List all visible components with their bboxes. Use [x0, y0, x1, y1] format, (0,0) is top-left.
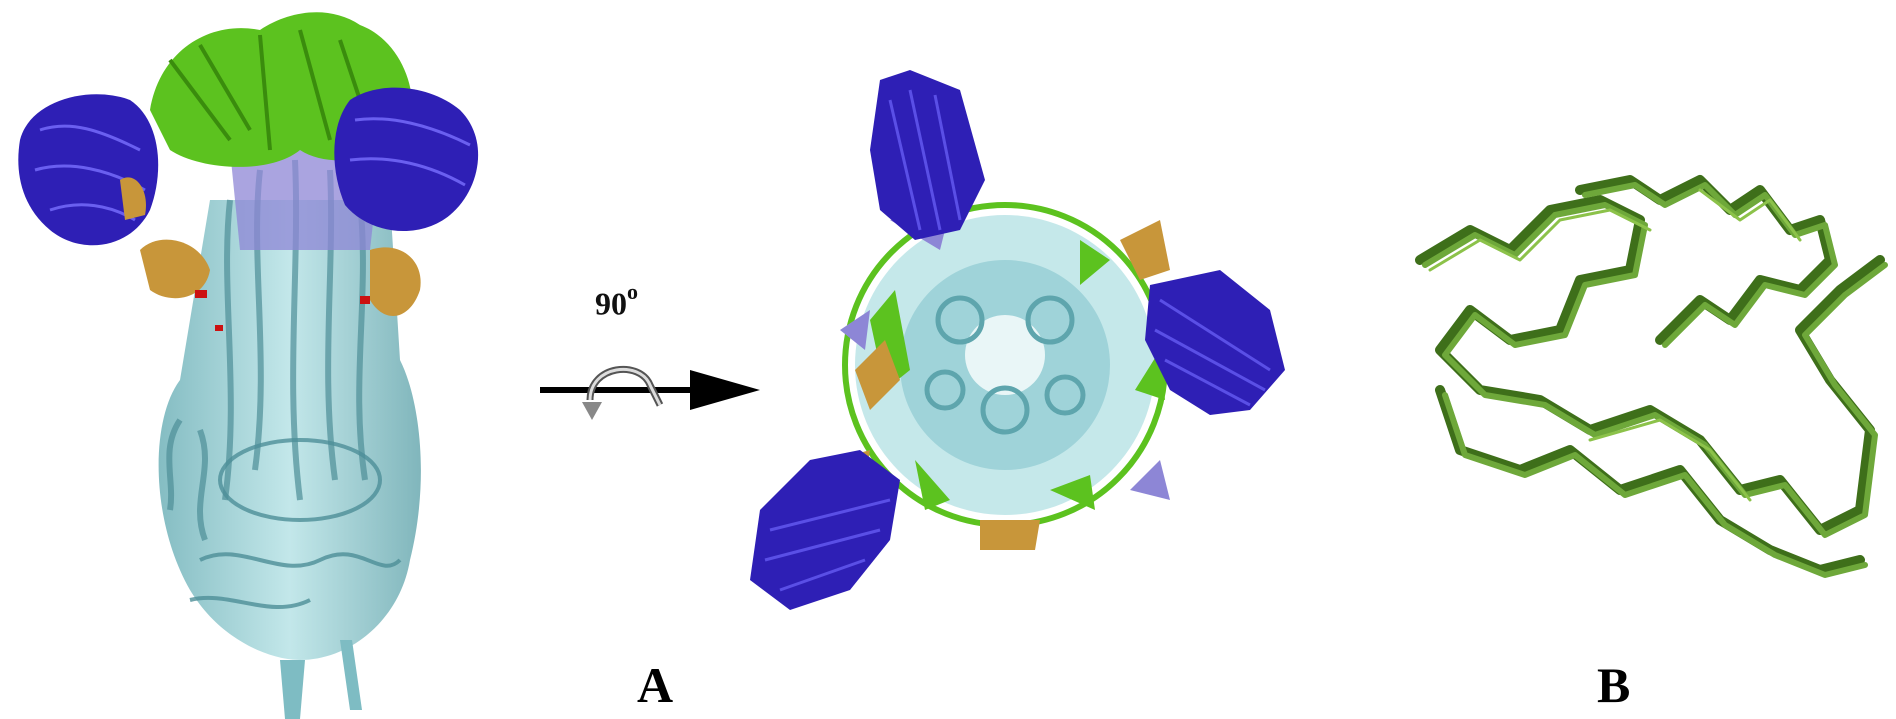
trimer-side-view	[18, 12, 479, 719]
blue-domain-bottom	[750, 450, 900, 610]
blue-domain-right	[334, 87, 479, 232]
blue-domain-top	[870, 70, 985, 240]
helix-core	[158, 200, 421, 660]
panel-label-b: B	[1597, 657, 1631, 713]
stem	[280, 660, 305, 719]
backbone-trace	[1415, 175, 1888, 578]
rotation-label: 90o	[595, 281, 638, 322]
rotation-unit: o	[627, 279, 638, 304]
blue-domain-right-tv	[1145, 270, 1285, 415]
trimer-top-view	[750, 70, 1285, 610]
panel-label-a: A	[637, 657, 674, 713]
rotation-value: 90	[595, 285, 627, 322]
rotation-arrow	[540, 366, 760, 420]
